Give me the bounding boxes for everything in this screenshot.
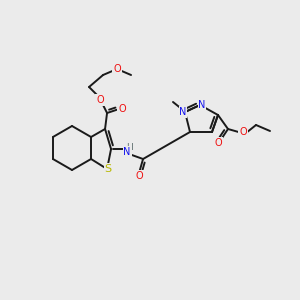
Text: N: N [179,107,187,117]
Text: O: O [96,95,104,105]
Text: O: O [113,64,121,74]
Text: H: H [126,142,132,152]
Text: S: S [104,164,112,174]
Text: O: O [239,127,247,137]
Text: O: O [135,171,143,181]
Text: O: O [118,104,126,114]
Text: N: N [123,147,131,157]
Text: O: O [214,138,222,148]
Text: N: N [198,100,206,110]
